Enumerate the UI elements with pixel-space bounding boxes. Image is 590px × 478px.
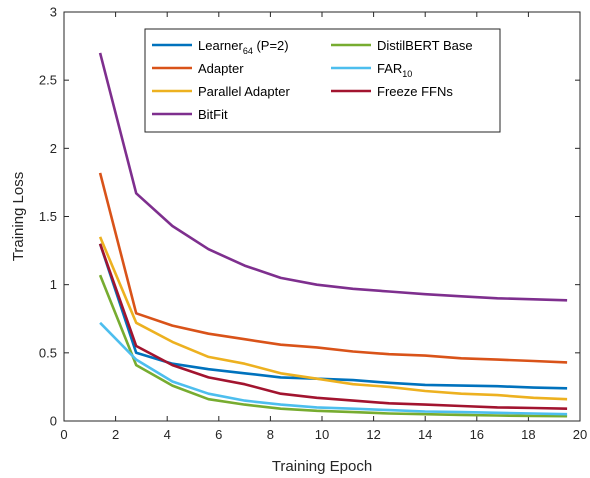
y-tick-label: 1.5: [39, 209, 57, 224]
series-line-parallel-adapter: [98, 236, 568, 401]
series-line-freeze-ffns: [98, 243, 568, 410]
legend-name: DistilBERT Base: [377, 38, 473, 53]
series-line-distilbert-base: [98, 274, 568, 418]
y-tick-label: 2: [50, 141, 57, 156]
y-tick-label: 0.5: [39, 345, 57, 360]
x-tick-label: 2: [112, 427, 119, 442]
legend-subscript: 10: [402, 69, 412, 79]
x-tick-label: 6: [215, 427, 222, 442]
x-tick-label: 8: [267, 427, 274, 442]
x-tick-label: 4: [164, 427, 171, 442]
x-tick-label: 0: [60, 427, 67, 442]
y-tick-label: 0: [50, 414, 57, 429]
legend-box: [144, 28, 501, 133]
x-axis-label: Training Epoch: [272, 458, 372, 475]
series-line-far: [99, 321, 568, 416]
legend-name: BitFit: [198, 107, 228, 122]
legend-label-far: FAR10: [377, 61, 412, 79]
legend-label-learner: Learner64 (P=2): [198, 38, 289, 56]
legend-label-distilbert-base: DistilBERT Base: [377, 38, 473, 53]
x-tick-label: 20: [573, 427, 587, 442]
legend-subscript: 64: [243, 46, 253, 56]
axes: 0 2 4 6 8 10 12 14 16 18 20 0 0.5 1 1.5 2 2.5 3: [39, 5, 587, 443]
legend-label-parallel-adapter: Parallel Adapter: [198, 84, 290, 99]
series-line-learner: [98, 243, 568, 390]
legend-suffix: (P=2): [253, 38, 289, 53]
legend-label-freeze-ffns: Freeze FFNs: [377, 84, 453, 99]
series-line-adapter: [98, 172, 568, 364]
y-tick-label: 2.5: [39, 73, 57, 88]
legend-label-adapter: Adapter: [198, 61, 244, 76]
legend-name: Adapter: [198, 61, 244, 76]
y-axis-label: Training Loss: [10, 172, 27, 262]
x-tick-label: 12: [366, 427, 380, 442]
legend-name: Learner: [198, 38, 243, 53]
x-tick-label: 18: [521, 427, 535, 442]
x-tick-label: 14: [418, 427, 432, 442]
legend-label-bitfit: BitFit: [198, 107, 228, 122]
x-tick-label: 16: [470, 427, 484, 442]
legend-name: Parallel Adapter: [198, 84, 290, 99]
y-tick-label: 3: [50, 5, 57, 20]
y-tick-label: 1: [50, 277, 57, 292]
series-lines: [98, 52, 568, 418]
series-line-bitfit: [98, 52, 568, 302]
legend: Learner64 (P=2) Adapter Parallel Adapter Bi…: [144, 28, 501, 133]
legend-name: FAR: [377, 61, 402, 76]
legend-name: Freeze FFNs: [377, 84, 453, 99]
x-tick-label: 10: [315, 427, 329, 442]
